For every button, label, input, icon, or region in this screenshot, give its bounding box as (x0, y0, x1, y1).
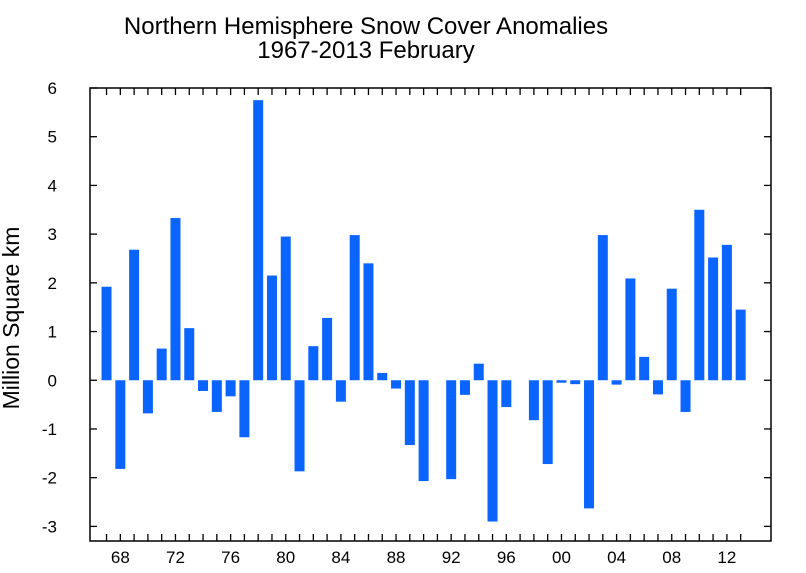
ticks-group (90, 87, 771, 541)
bar-1988 (391, 380, 402, 389)
bar-1970 (142, 380, 153, 414)
bar-1985 (349, 235, 360, 381)
bar-1987 (377, 372, 388, 381)
y-tick-label: -2 (42, 469, 57, 488)
y-tick-label: 3 (48, 225, 57, 244)
bar-1973 (184, 328, 195, 381)
x-tick-label: 04 (607, 548, 626, 567)
bar-2001 (570, 380, 581, 385)
bar-1975 (211, 380, 222, 412)
x-tick-labels: 68 72 76 80 84 88 92 96 00 04 08 12 (111, 548, 736, 567)
y-tick-label: 5 (48, 128, 57, 147)
bar-1995 (487, 380, 498, 522)
y-tick-label: 1 (48, 323, 57, 342)
y-tick-label: 2 (48, 274, 57, 293)
bar-1978 (253, 100, 264, 381)
bar-1999 (542, 380, 553, 465)
y-tick-label: 6 (48, 79, 57, 98)
bar-1968 (115, 380, 126, 469)
bars-group (101, 100, 746, 522)
bar-1982 (308, 346, 319, 381)
bar-1977 (239, 380, 250, 438)
x-tick-label: 08 (662, 548, 681, 567)
bar-1974 (198, 380, 209, 391)
bar-2013 (735, 309, 746, 381)
bar-2006 (639, 356, 650, 381)
x-tick-label: 96 (497, 548, 516, 567)
bar-2002 (584, 380, 595, 509)
bar-1984 (335, 380, 346, 402)
x-tick-label: 72 (166, 548, 185, 567)
bar-2012 (721, 244, 732, 381)
x-tick-label: 84 (331, 548, 350, 567)
bar-2009 (680, 380, 691, 412)
x-tick-label: 80 (276, 548, 295, 567)
chart-title: Northern Hemisphere Snow Cover Anomalies (124, 13, 608, 40)
bar-1990 (418, 380, 429, 482)
y-tick-label: 0 (48, 371, 57, 390)
x-tick-label: 68 (111, 548, 130, 567)
bar-1993 (459, 380, 470, 395)
bar-2008 (666, 288, 677, 381)
bar-2011 (708, 257, 719, 381)
bar-1981 (294, 380, 305, 472)
plot-frame (89, 87, 772, 542)
bar-1972 (170, 218, 181, 381)
y-axis-label: Million Square km (0, 227, 24, 410)
y-tick-label: -1 (42, 420, 57, 439)
bar-2007 (652, 380, 663, 395)
x-tick-label: 88 (387, 548, 406, 567)
bar-1992 (446, 380, 457, 480)
x-tick-label: 76 (221, 548, 240, 567)
bar-1967 (101, 286, 112, 381)
bar-2000 (556, 380, 567, 383)
bar-1980 (280, 236, 291, 381)
x-tick-label: 00 (552, 548, 571, 567)
x-tick-label: 12 (717, 548, 736, 567)
y-tick-labels: -3 -2 -1 0 1 2 3 4 5 6 (42, 79, 57, 536)
bar-2003 (597, 235, 608, 381)
bar-1976 (225, 380, 236, 397)
bar-2004 (611, 380, 622, 385)
bar-1986 (363, 263, 374, 381)
y-tick-label: -3 (42, 517, 57, 536)
bar-1983 (322, 317, 333, 381)
x-tick-label: 92 (442, 548, 461, 567)
y-tick-label: 4 (48, 176, 57, 195)
bar-1994 (473, 363, 484, 381)
bar-1971 (156, 348, 167, 381)
bar-1996 (501, 380, 512, 408)
bar-2010 (694, 209, 705, 381)
bar-1979 (266, 275, 277, 381)
chart-subtitle: 1967-2013 February (257, 37, 474, 64)
bar-1989 (404, 380, 415, 446)
bar-1969 (129, 249, 140, 381)
bar-2005 (625, 278, 636, 381)
bar-1998 (528, 380, 539, 421)
